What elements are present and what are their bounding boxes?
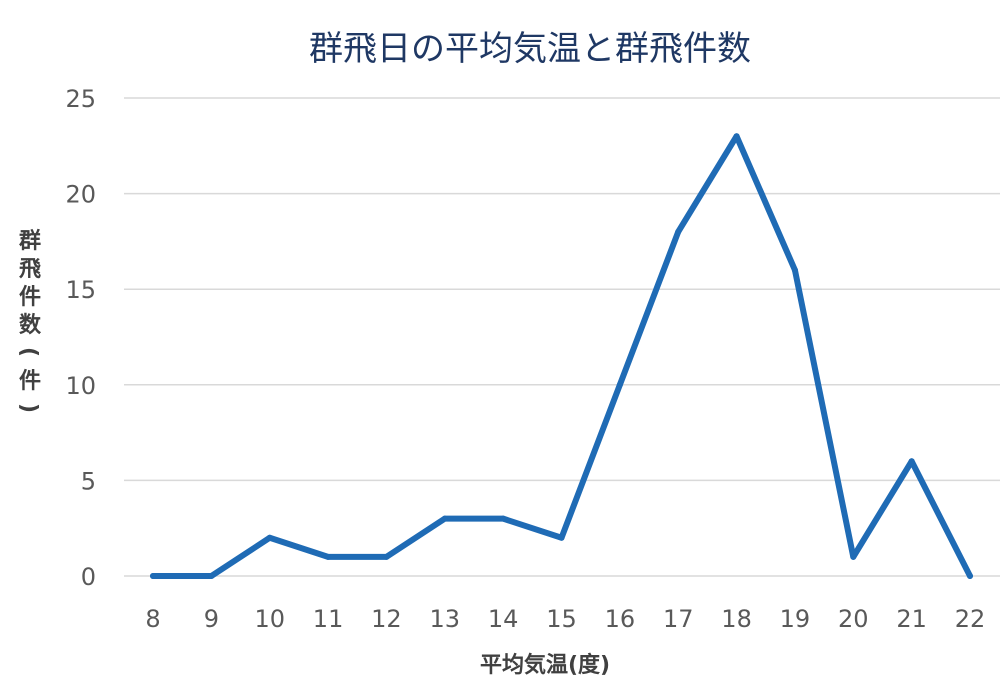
y-tick-label: 15: [65, 276, 96, 304]
y-axis-label-char: 群: [19, 228, 41, 254]
y-axis-label-char: 件: [19, 285, 41, 310]
data-point: [558, 534, 565, 541]
x-tick-label: 18: [721, 605, 752, 633]
x-tick-label: 10: [254, 605, 285, 633]
series-line-0: [150, 133, 973, 579]
data-point: [675, 228, 682, 235]
data-point: [441, 515, 448, 522]
data-point: [967, 573, 973, 579]
data-point: [500, 515, 507, 522]
x-axis-label: 平均気温(度): [480, 652, 610, 678]
y-tick-label: 25: [65, 85, 96, 113]
y-axis-label-char: 飛: [19, 257, 41, 282]
x-tick-label: 21: [896, 605, 927, 633]
data-point: [208, 573, 215, 579]
y-axis-label-char: ): [16, 403, 41, 413]
y-tick-label: 10: [65, 372, 96, 400]
data-point: [733, 133, 740, 140]
chart-title: 群飛日の平均気温と群飛件数: [309, 29, 751, 69]
x-tick-label: 17: [663, 605, 694, 633]
grid-lines: [124, 97, 1000, 577]
y-tick-labels: 0 5 10 15 20 25: [65, 85, 96, 591]
y-tick-label: 0: [81, 563, 96, 591]
y-tick-label: 5: [81, 467, 96, 495]
data-point: [266, 534, 273, 541]
data-point: [791, 267, 798, 274]
data-point: [150, 573, 156, 579]
data-point: [616, 381, 623, 388]
y-axis-label-char: (: [16, 347, 41, 357]
y-axis-label-char: 件: [19, 369, 41, 394]
y-tick-label: 20: [65, 181, 96, 209]
x-tick-label: 22: [955, 605, 986, 633]
y-axis-label: 群飛件数(件): [16, 228, 42, 413]
data-point: [325, 553, 332, 560]
data-point: [383, 553, 390, 560]
y-axis-label-char: 数: [19, 312, 42, 338]
x-tick-label: 14: [488, 605, 519, 633]
series-layer: [150, 133, 973, 579]
data-point: [908, 458, 915, 465]
x-tick-label: 8: [145, 605, 160, 633]
x-tick-label: 12: [371, 605, 402, 633]
x-tick-labels: 8 9 10 11 12 13 14 15 16 17 18 19 20 21 22: [145, 605, 985, 633]
x-tick-label: 15: [546, 605, 577, 633]
x-tick-label: 11: [313, 605, 344, 633]
data-point: [850, 553, 857, 560]
x-tick-label: 16: [605, 605, 636, 633]
x-tick-label: 19: [780, 605, 811, 633]
x-tick-label: 9: [204, 605, 219, 633]
x-tick-label: 20: [838, 605, 869, 633]
x-tick-label: 13: [430, 605, 461, 633]
